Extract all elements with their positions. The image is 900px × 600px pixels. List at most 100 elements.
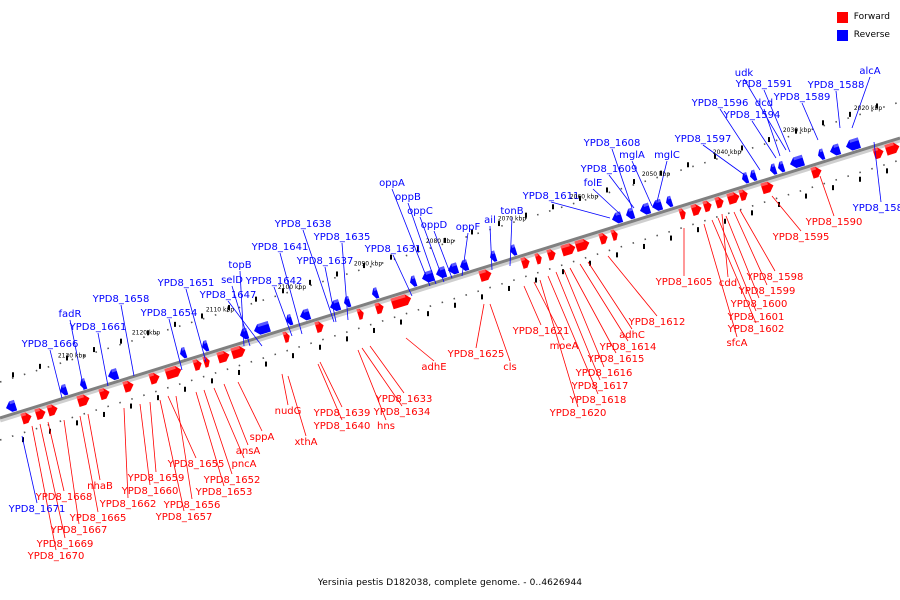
gene-body xyxy=(6,399,18,412)
forward-leader xyxy=(319,361,343,408)
forward-gene-label: moeA xyxy=(550,341,579,352)
gene-body xyxy=(560,243,576,257)
label-leader-lines xyxy=(21,76,882,551)
gene-highlight xyxy=(546,249,552,254)
gene-highlight xyxy=(303,308,309,313)
reverse-gene xyxy=(818,148,826,160)
reverse-gene-label: oppA xyxy=(379,178,405,189)
forward-gene xyxy=(726,192,740,205)
forward-gene xyxy=(314,321,324,333)
reverse-leader xyxy=(655,160,668,207)
reverse-gene xyxy=(612,211,624,224)
reverse-gene xyxy=(750,169,758,182)
gene-body xyxy=(750,169,758,182)
forward-leader xyxy=(533,281,565,341)
gene-highlight xyxy=(667,195,671,200)
forward-gene xyxy=(164,365,182,380)
scale-tick xyxy=(795,128,797,134)
forward-gene xyxy=(374,302,384,315)
reverse-leader xyxy=(611,148,633,209)
reverse-leader xyxy=(801,102,819,141)
gene-body xyxy=(610,229,618,241)
scale-tick xyxy=(832,185,834,191)
scale-tick xyxy=(282,288,284,294)
reverse-gene-label: YPD8_1651 xyxy=(157,278,215,289)
reverse-gene-label: YPD8_1642 xyxy=(245,276,303,287)
reverse-gene-label: YPD8_1591 xyxy=(735,79,793,90)
forward-leader xyxy=(87,413,101,481)
gene-highlight xyxy=(203,340,207,344)
gene-highlight xyxy=(628,207,633,212)
gene-highlight xyxy=(61,384,66,388)
gene-highlight xyxy=(356,308,361,313)
reverse-leader xyxy=(763,108,781,157)
gene-highlight xyxy=(714,196,720,201)
forward-gene xyxy=(122,380,134,393)
forward-gene-label: adhE xyxy=(421,362,446,373)
scale-tick xyxy=(768,137,770,143)
forward-gene-label: xthA xyxy=(294,437,317,448)
reverse-gene xyxy=(460,259,470,271)
forward-leader xyxy=(733,211,768,286)
gene-body xyxy=(76,394,90,407)
forward-gene-label: YPD8_1640 xyxy=(313,421,371,432)
gene-highlight xyxy=(779,160,783,165)
forward-leader xyxy=(167,395,197,459)
gene-highlight xyxy=(478,269,486,275)
gene-highlight xyxy=(560,243,570,249)
forward-gene xyxy=(560,243,576,257)
kbp-label: 2110 kbp xyxy=(206,307,234,314)
scale-tick xyxy=(552,204,554,210)
backbone-line xyxy=(0,136,900,420)
gene-body xyxy=(546,249,556,261)
gene-body xyxy=(164,365,182,380)
reverse-gene-label: YPD8_1588 xyxy=(807,80,865,91)
gene-highlight xyxy=(373,287,377,291)
reverse-leader xyxy=(550,201,611,219)
forward-gene-label: YPD8_1665 xyxy=(69,513,127,524)
reverse-gene xyxy=(770,163,778,175)
forward-gene-label: nhaB xyxy=(87,481,113,492)
gene-body xyxy=(738,189,748,202)
forward-gene-label: YPD8_1669 xyxy=(36,539,94,550)
forward-gene-label: ansA xyxy=(236,446,261,457)
reverse-gene xyxy=(180,346,188,359)
forward-gene-label: YPD8_1620 xyxy=(549,408,607,419)
reverse-gene xyxy=(300,308,312,321)
kbp-label: 2070 kbp xyxy=(498,216,526,223)
kbp-label: 2130 kbp xyxy=(58,353,86,360)
forward-gene-label: YPD8_1670 xyxy=(27,551,85,562)
forward-gene-label: YPD8_1605 xyxy=(655,277,713,288)
gene-highlight xyxy=(833,143,839,148)
scale-tick xyxy=(670,235,672,241)
scale-tick xyxy=(400,319,402,325)
gene-body xyxy=(98,388,110,401)
gene-highlight xyxy=(574,238,584,245)
forward-gene xyxy=(546,249,556,261)
gene-body xyxy=(148,372,160,385)
reverse-gene-label: dcd xyxy=(755,98,773,109)
gene-body xyxy=(612,211,624,224)
forward-gene-label: YPD8_1655 xyxy=(167,459,225,470)
scale-tick xyxy=(255,296,257,302)
map-caption: Yersinia pestis D182038, complete genome… xyxy=(317,578,583,588)
legend-forward: Forward xyxy=(836,8,890,26)
reverse-gene xyxy=(254,320,271,335)
gene-highlight xyxy=(20,412,27,417)
gene-body xyxy=(790,154,806,168)
gene-highlight xyxy=(314,321,320,326)
scale-tick xyxy=(265,361,267,367)
gene-highlight xyxy=(491,250,495,255)
gene-highlight xyxy=(771,163,775,168)
reverse-leader xyxy=(763,89,791,153)
forward-gene-label: YPD8_1653 xyxy=(195,487,253,498)
gene-body xyxy=(180,346,188,359)
gene-body xyxy=(230,345,246,360)
forward-gene-label: YPD8_1602 xyxy=(727,324,785,335)
gene-body xyxy=(390,294,412,310)
forward-leader xyxy=(547,275,599,395)
forward-gene xyxy=(216,350,230,364)
forward-leader xyxy=(703,223,738,338)
forward-leader xyxy=(281,373,289,406)
